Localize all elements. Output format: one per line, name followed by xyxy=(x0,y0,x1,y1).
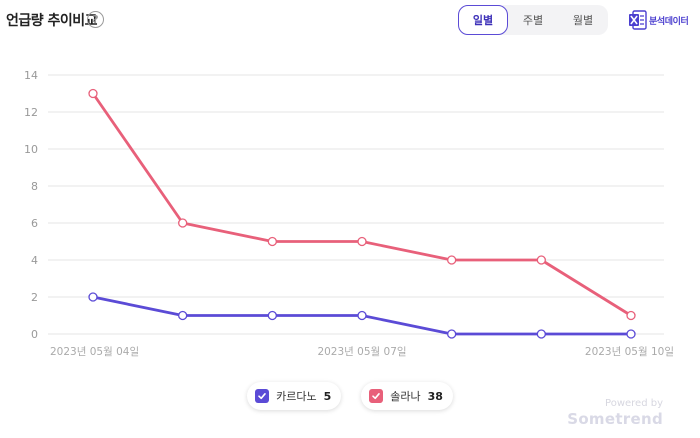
y-tick-label: 0 xyxy=(31,328,38,341)
data-point[interactable] xyxy=(178,218,188,228)
legend-label: 솔라나 xyxy=(390,390,421,403)
data-point[interactable] xyxy=(536,255,546,265)
data-point[interactable] xyxy=(267,310,277,321)
legend-item-cardano[interactable]: 카르다노 5 xyxy=(247,382,342,410)
legend-value: 38 xyxy=(427,389,443,403)
x-tick-label: 2023년 05월 07일 xyxy=(317,345,406,358)
x-axis-ticks: 2023년 05월 04일 2023년 05월 07일 2023년 05월 10일 xyxy=(50,345,674,358)
legend-label: 카르다노 xyxy=(276,390,317,403)
brand-logo: Sometrend xyxy=(567,410,663,428)
y-tick-label: 14 xyxy=(24,69,38,82)
legend-value: 5 xyxy=(323,389,332,403)
data-point[interactable] xyxy=(447,255,457,265)
data-point[interactable] xyxy=(626,310,636,321)
checkbox-icon[interactable] xyxy=(255,389,270,403)
data-point[interactable] xyxy=(357,236,367,247)
help-icon[interactable]: ? xyxy=(87,11,104,28)
checkbox-icon[interactable] xyxy=(369,389,384,403)
series-lines xyxy=(91,92,632,336)
tab-daily[interactable]: 일별 xyxy=(458,5,508,35)
data-point[interactable] xyxy=(88,292,98,302)
legend-item-solana[interactable]: 솔라나 38 xyxy=(361,382,453,410)
data-point[interactable] xyxy=(536,329,546,339)
series-line-1 xyxy=(91,92,632,317)
data-point[interactable] xyxy=(357,310,367,321)
excel-x-icon xyxy=(629,10,647,30)
y-axis-ticks: 0 2 4 6 8 10 12 14 xyxy=(24,69,38,341)
y-tick-label: 8 xyxy=(31,180,38,193)
y-tick-label: 2 xyxy=(31,291,38,304)
series-points xyxy=(88,88,636,339)
analysis-data-button[interactable]: 분석데이터 xyxy=(628,9,689,31)
tab-monthly[interactable]: 월별 xyxy=(572,14,594,27)
data-point[interactable] xyxy=(178,310,188,321)
period-tabs: 일별 주별 월별 xyxy=(458,5,608,35)
legend: 카르다노 5 솔라나 38 xyxy=(0,382,700,412)
data-point[interactable] xyxy=(267,236,277,247)
chart-header: 언급량 추이비교 ? 일별 주별 월별 분석데이터 xyxy=(0,0,700,40)
page-title: 언급량 추이비교 xyxy=(6,13,98,29)
x-tick-label: 2023년 05월 10일 xyxy=(585,345,674,358)
analysis-label: 분석데이터 xyxy=(649,16,689,27)
tab-weekly[interactable]: 주별 xyxy=(522,14,544,27)
y-tick-label: 10 xyxy=(24,143,38,156)
grid-lines xyxy=(48,74,664,335)
data-point[interactable] xyxy=(88,88,98,99)
y-tick-label: 12 xyxy=(24,106,38,119)
y-tick-label: 6 xyxy=(31,217,38,230)
data-point[interactable] xyxy=(447,329,457,339)
powered-by-text: Powered by xyxy=(605,398,663,409)
y-tick-label: 4 xyxy=(31,254,38,267)
data-point[interactable] xyxy=(626,329,636,339)
x-tick-label: 2023년 05월 04일 xyxy=(50,345,139,358)
